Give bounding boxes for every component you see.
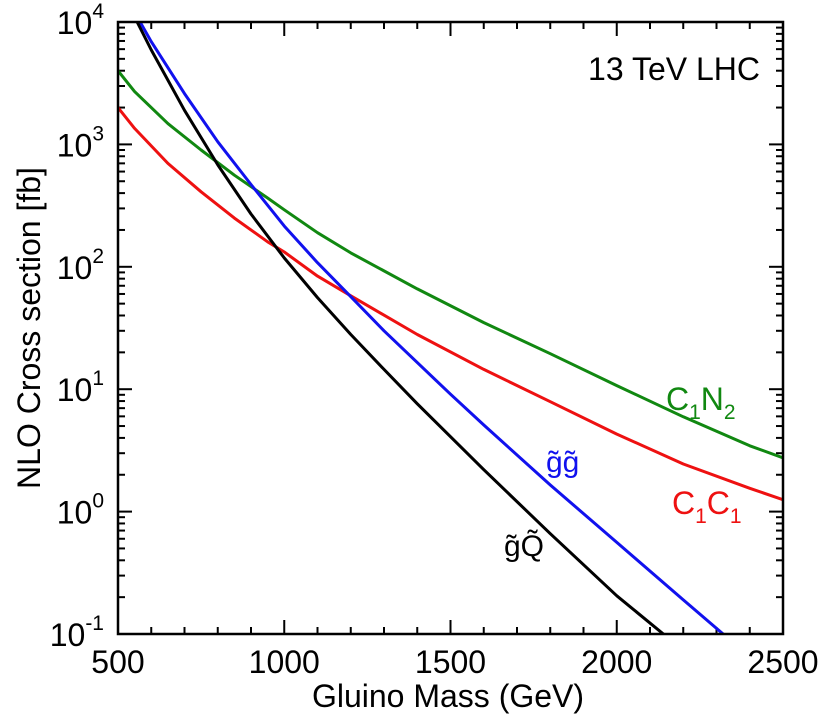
series-label-gluino-pair: g̃g̃ <box>546 446 579 479</box>
energy-annotation: 13 TeV LHC <box>588 51 760 87</box>
y-axis-label: NLO Cross section [fb] <box>11 167 47 489</box>
x-tick-label: 2500 <box>747 644 818 680</box>
axis-ticks <box>117 21 784 635</box>
y-tick-label: 100 <box>57 490 104 531</box>
y-tick-label: 10-1 <box>50 612 104 653</box>
y-tick-label: 102 <box>57 245 104 286</box>
plot-frame <box>116 20 785 636</box>
series-label-c1c1: C1C1 <box>672 485 742 528</box>
series-label-gluino-squark: g̃Q̃ <box>504 530 544 563</box>
series-line-gluino-pair <box>138 22 726 634</box>
y-tick-label: 103 <box>57 122 104 163</box>
x-tick-label: 2000 <box>581 644 652 680</box>
series-line-gluino-squark <box>135 22 666 634</box>
series-lines <box>118 22 783 634</box>
x-tick-label: 1500 <box>415 644 486 680</box>
y-tick-label: 101 <box>57 367 104 408</box>
series-line-c1n2 <box>118 69 783 460</box>
x-axis-label: Gluino Mass (GeV) <box>312 678 584 714</box>
tick-labels: 500 1000 1500 2000 2500 10-1 100 101 102 103 104 <box>50 0 819 680</box>
y-tick-label: 104 <box>57 0 105 41</box>
x-tick-label: 1000 <box>249 644 320 680</box>
series-label-c1n2: C1N2 <box>666 381 736 424</box>
series-line-c1c1 <box>118 106 783 502</box>
series-labels: C1N2 C1C1 g̃g̃ g̃Q̃ <box>504 381 742 563</box>
x-tick-label: 500 <box>91 644 144 680</box>
